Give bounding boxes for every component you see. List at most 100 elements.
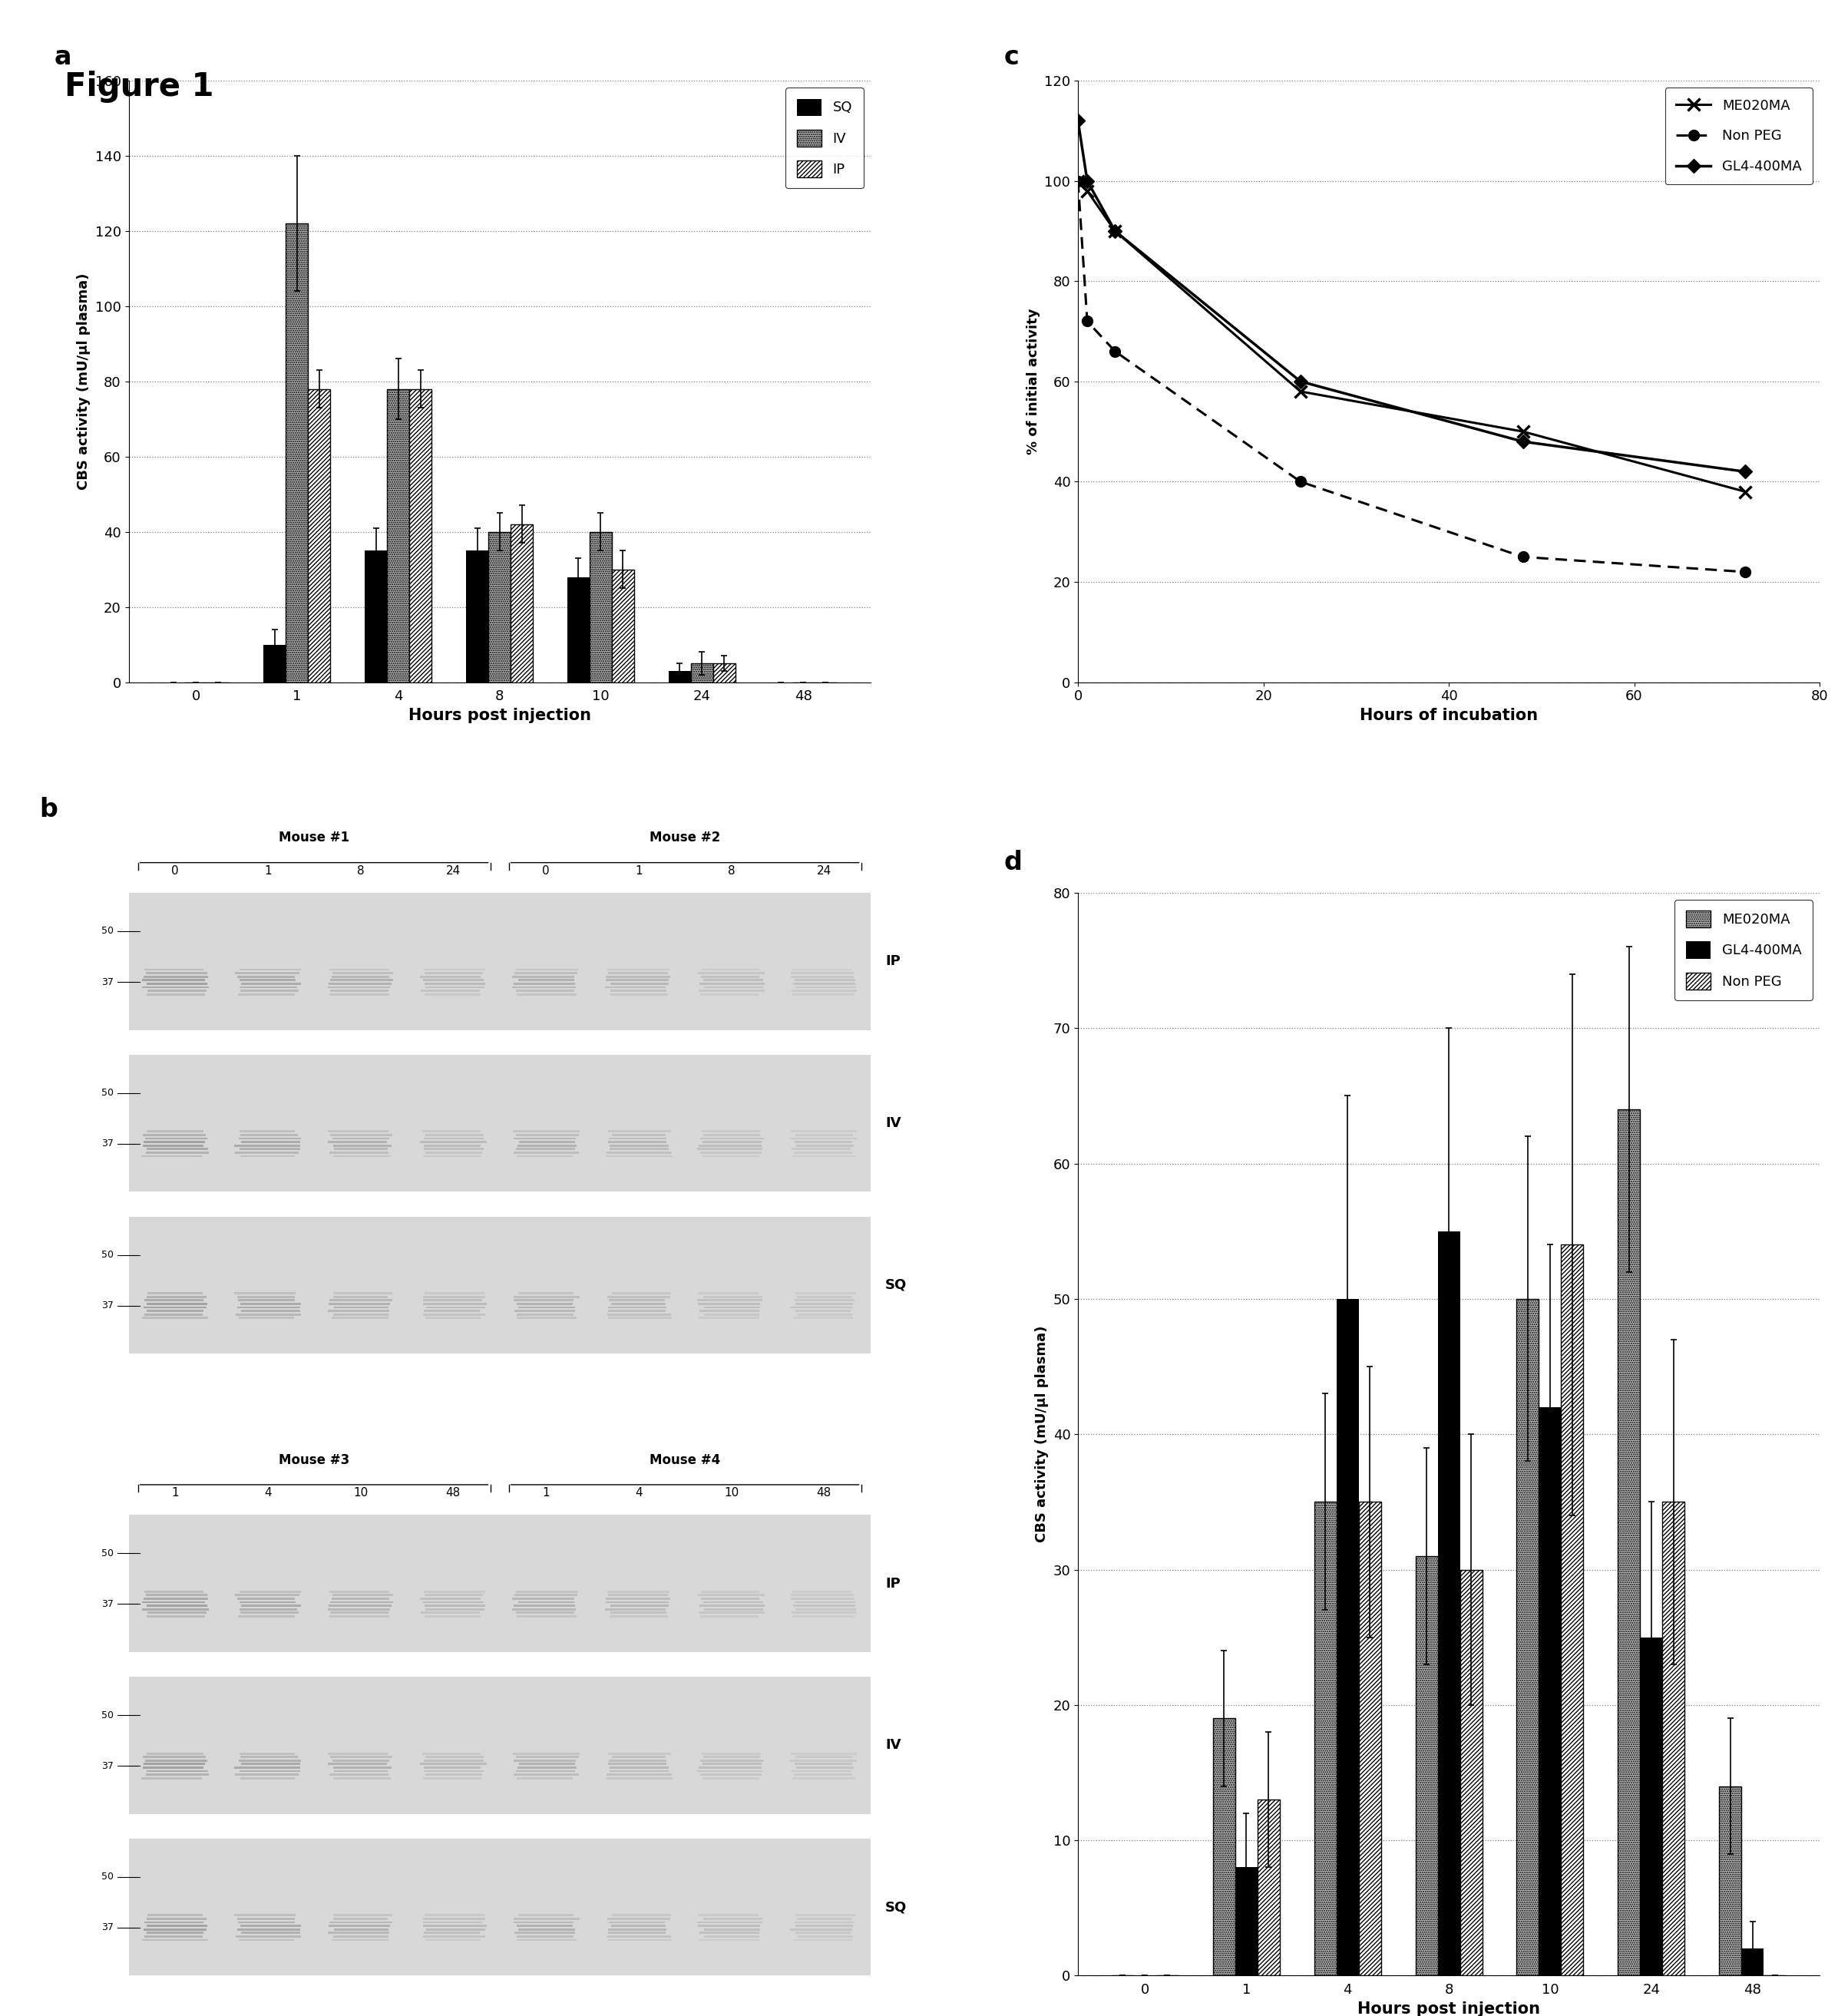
Text: 1: 1 [634,865,641,877]
Y-axis label: % of initial activity: % of initial activity [1026,308,1040,454]
Bar [287,224,309,681]
Text: 48: 48 [447,1488,461,1498]
Text: 37: 37 [101,978,114,988]
Bar [364,550,388,681]
Bar [1437,1232,1459,1976]
Text: a: a [55,44,72,71]
Bar [1213,1718,1235,1976]
Bar [713,663,735,681]
ME020MA [1735,480,1757,504]
Legend: SQ, IV, IP: SQ, IV, IP [785,87,864,187]
Text: 8: 8 [728,865,735,877]
Bar [590,532,612,681]
Line: ME020MA: ME020MA [1072,175,1752,498]
GL4-400MA [1077,169,1099,194]
Text: IP: IP [886,1577,901,1591]
Bar [568,577,590,681]
ME020MA [1066,169,1088,194]
Text: b: b [40,796,59,823]
Text: 1: 1 [542,1488,550,1498]
Text: 10: 10 [353,1488,368,1498]
Bar [1741,1949,1764,1976]
Legend: ME020MA, Non PEG, GL4-400MA: ME020MA, Non PEG, GL4-400MA [1665,87,1812,185]
Text: 10: 10 [724,1488,739,1498]
Text: 8: 8 [357,865,364,877]
Bar [1662,1502,1685,1976]
Legend: ME020MA, GL4-400MA, Non PEG: ME020MA, GL4-400MA, Non PEG [1674,899,1812,1000]
Text: Mouse #3: Mouse #3 [279,1454,349,1468]
Bar [388,389,410,681]
Text: 0: 0 [171,865,178,877]
GL4-400MA [1105,220,1127,244]
Text: c: c [1004,44,1018,71]
Text: 50: 50 [101,1548,114,1558]
Text: d: d [1004,849,1022,875]
ME020MA [1513,419,1535,444]
Bar [511,524,533,681]
Non PEG [1735,560,1757,585]
Bar [1459,1570,1481,1976]
Text: 50: 50 [101,1873,114,1881]
Line: GL4-400MA: GL4-400MA [1073,117,1750,476]
Bar [1617,1109,1639,1976]
Text: 1: 1 [265,865,272,877]
Y-axis label: CBS activity (mU/μl plasma): CBS activity (mU/μl plasma) [1035,1327,1049,1542]
Bar [1257,1800,1279,1976]
Text: Mouse #4: Mouse #4 [649,1454,720,1468]
Text: 4: 4 [265,1488,272,1498]
GL4-400MA [1066,109,1088,133]
Non PEG [1077,308,1099,333]
X-axis label: Hours post injection: Hours post injection [408,708,590,724]
Bar [410,389,432,681]
Text: 50: 50 [101,1089,114,1099]
GL4-400MA [1735,460,1757,484]
Text: 37: 37 [101,1760,114,1770]
Bar [669,671,691,681]
Line: Non PEG: Non PEG [1073,175,1752,577]
Bar [489,532,511,681]
Bar [1314,1502,1336,1976]
Bar [1560,1244,1584,1976]
Bar [309,389,331,681]
Text: 24: 24 [447,865,461,877]
Non PEG [1290,470,1312,494]
Bar [263,645,287,681]
Text: Mouse #2: Mouse #2 [649,831,720,845]
Bar [1358,1502,1380,1976]
Text: 48: 48 [816,1488,831,1498]
Text: 37: 37 [101,1923,114,1933]
Y-axis label: CBS activity (mU/μl plasma): CBS activity (mU/μl plasma) [77,272,90,490]
Bar [1538,1407,1560,1976]
Non PEG [1066,169,1088,194]
Text: SQ: SQ [886,1901,906,1913]
Text: 37: 37 [101,1599,114,1609]
Bar [1336,1298,1358,1976]
Non PEG [1105,339,1127,363]
ME020MA [1105,220,1127,244]
Text: 1: 1 [171,1488,178,1498]
Text: IP: IP [886,954,901,968]
Text: IV: IV [886,1738,901,1752]
ME020MA [1290,379,1312,403]
ME020MA [1077,179,1099,204]
Text: Figure 1: Figure 1 [64,71,213,103]
GL4-400MA [1290,369,1312,393]
Bar [1235,1867,1257,1976]
GL4-400MA [1513,429,1535,454]
Text: Mouse #1: Mouse #1 [279,831,349,845]
Text: 4: 4 [634,1488,641,1498]
Bar [467,550,489,681]
Bar [1639,1637,1662,1976]
Text: 50: 50 [101,925,114,935]
Non PEG [1513,544,1535,569]
Text: 24: 24 [816,865,831,877]
Text: 50: 50 [101,1250,114,1260]
X-axis label: Hours of incubation: Hours of incubation [1360,708,1538,724]
Text: 50: 50 [101,1710,114,1720]
Text: 37: 37 [101,1139,114,1149]
Text: SQ: SQ [886,1278,906,1292]
Bar [691,663,713,681]
X-axis label: Hours post injection: Hours post injection [1358,2002,1540,2016]
Bar [1719,1786,1741,1976]
Text: IV: IV [886,1117,901,1131]
